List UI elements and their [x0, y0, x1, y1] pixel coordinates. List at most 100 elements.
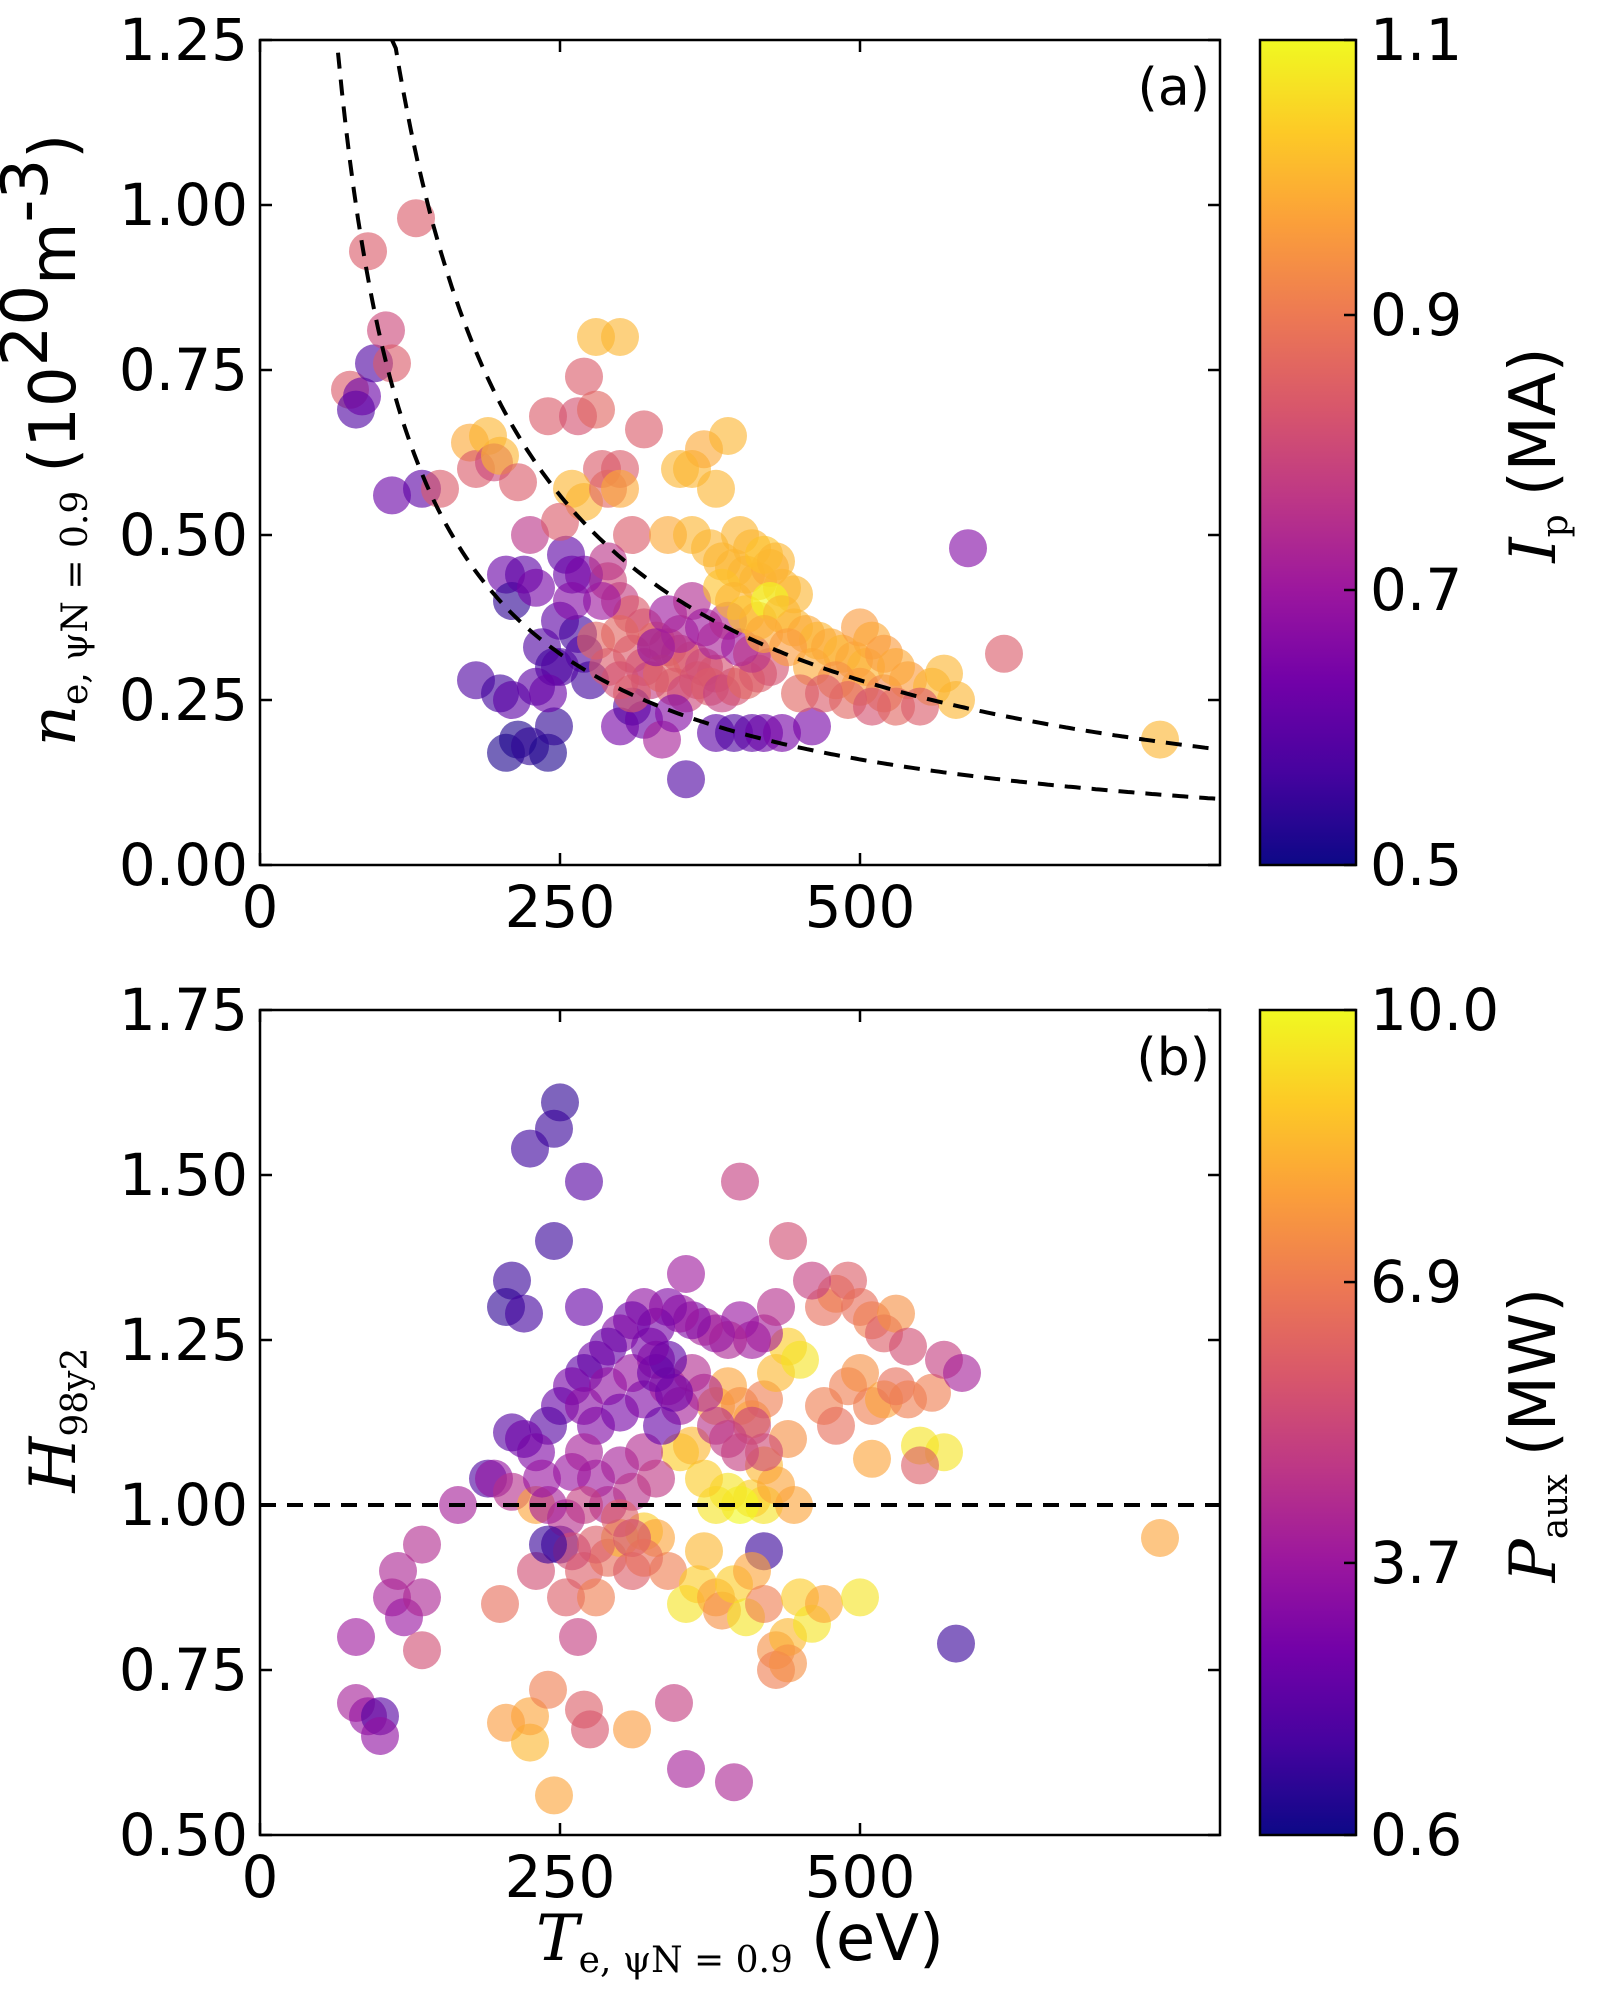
reference-curves-a	[336, 39, 1221, 801]
data-point	[757, 542, 795, 581]
data-point	[577, 1578, 615, 1617]
colorbar-tick-label: 6.9	[1370, 1248, 1462, 1316]
data-point	[565, 357, 603, 396]
y-axis-units-prefix-a: (10	[17, 366, 91, 472]
data-point	[733, 1552, 771, 1590]
y-axis-title-a: ne, ψN = 0.9 (1020m-3)	[0, 134, 96, 746]
y-axis-title-sub-a: e, ψN = 0.9	[55, 491, 96, 705]
data-point	[769, 1222, 807, 1260]
data-point	[613, 516, 651, 554]
data-point	[625, 410, 663, 449]
panel-b: 0 250 500 0.50 0.75 1.00 1.25 1.50 1.75 (b) H98y…	[17, 976, 1576, 1981]
data-point	[577, 390, 615, 429]
data-point	[589, 542, 627, 581]
data-point	[511, 1129, 549, 1168]
data-point	[379, 1552, 417, 1590]
colorbar-title-main-b: P	[1497, 1538, 1571, 1583]
x-tick-label: 250	[505, 873, 616, 941]
colorbar-tick-label: 1.1	[1370, 6, 1462, 74]
y-tick-label: 1.00	[119, 171, 248, 239]
data-point	[769, 1644, 807, 1683]
y-axis-units-exp2-a: -3	[0, 159, 63, 223]
data-point	[943, 1354, 981, 1392]
x-tick-label: 0	[242, 873, 279, 941]
colorbar-ticks-a: 0.5 0.7 0.9 1.1	[1344, 6, 1462, 899]
panel-label-a: (a)	[1138, 58, 1210, 118]
y-tick-label: 1.00	[119, 1471, 248, 1539]
data-point	[655, 1373, 693, 1412]
colorbar-title-sub-a: p	[1535, 514, 1576, 537]
data-point	[481, 1585, 519, 1623]
colorbar-b	[1258, 1008, 1358, 1837]
data-point	[529, 397, 567, 436]
x-axis-title-sub-b: e, ψN = 0.9	[579, 1940, 793, 1981]
data-point	[367, 311, 405, 350]
data-point	[745, 1433, 783, 1472]
data-point	[421, 469, 459, 508]
data-point	[841, 1354, 879, 1392]
y-axis-units-suffix-a: )	[17, 134, 91, 159]
data-point	[517, 568, 555, 607]
y-tick-label: 0.25	[119, 666, 248, 734]
data-point	[523, 1459, 561, 1498]
colorbar-tick-label: 0.6	[1370, 1801, 1462, 1869]
data-point	[631, 1327, 669, 1366]
scatter-points-a	[331, 199, 1179, 799]
panel-label-b: (b)	[1136, 1028, 1210, 1088]
data-point	[529, 674, 567, 713]
data-point	[667, 1255, 705, 1293]
data-point	[757, 1288, 795, 1326]
y-axis-title-main-b: H	[17, 1435, 91, 1493]
axis-ticks-b: 0 250 500 0.50 0.75 1.00 1.25 1.50 1.75	[119, 976, 1220, 1911]
isobar-high-curve	[390, 39, 1221, 752]
data-point	[553, 582, 591, 620]
colorbar-tick-label: 0.7	[1370, 556, 1462, 624]
data-point	[361, 1717, 399, 1755]
data-point	[745, 1585, 783, 1623]
colorbar-title-b: Paux (MW)	[1497, 1288, 1576, 1583]
data-point	[637, 1459, 675, 1498]
data-point	[1141, 720, 1179, 759]
data-point	[655, 1684, 693, 1722]
data-point	[937, 1624, 975, 1663]
data-point	[505, 1420, 543, 1458]
data-point	[781, 1340, 819, 1379]
data-point	[841, 1578, 879, 1617]
data-point	[535, 707, 573, 746]
x-tick-label: 0	[242, 1843, 279, 1911]
data-point	[565, 1162, 603, 1201]
x-tick-label: 250	[505, 1843, 616, 1911]
data-point	[685, 1532, 723, 1571]
data-point	[403, 1525, 441, 1564]
data-point	[949, 529, 987, 568]
data-point	[529, 1525, 567, 1564]
y-tick-label: 1.75	[119, 976, 248, 1044]
colorbar-tick-label: 0.5	[1370, 831, 1462, 899]
data-point	[793, 707, 831, 746]
data-point	[565, 1288, 603, 1326]
data-point	[535, 1222, 573, 1260]
data-point	[403, 1631, 441, 1670]
colorbar-tick-label: 3.7	[1370, 1529, 1462, 1597]
data-point	[535, 1776, 573, 1815]
x-axis-title-main-b: T	[536, 1902, 583, 1976]
x-tick-label: 500	[805, 873, 916, 941]
data-point	[667, 1750, 705, 1788]
data-point	[349, 232, 387, 271]
y-axis-title-sub-b: 98y2	[55, 1348, 96, 1437]
data-point	[937, 681, 975, 719]
x-axis-title-b: Te, ψN = 0.9 (eV)	[536, 1902, 944, 1981]
colorbar-a	[1258, 38, 1358, 867]
colorbar-title-units-a: (MA)	[1497, 347, 1571, 496]
y-tick-label: 0.50	[119, 501, 248, 569]
colorbar-ticks-b: 0.6 3.7 6.9 10.0	[1344, 976, 1499, 1869]
plot-frame-b	[258, 1008, 1222, 1837]
data-point	[721, 1162, 759, 1201]
data-point	[709, 417, 747, 455]
scatter-points-b	[337, 1083, 1179, 1815]
data-point	[805, 1585, 843, 1623]
data-point	[505, 1294, 543, 1333]
data-point	[529, 1670, 567, 1709]
data-point	[343, 377, 381, 416]
